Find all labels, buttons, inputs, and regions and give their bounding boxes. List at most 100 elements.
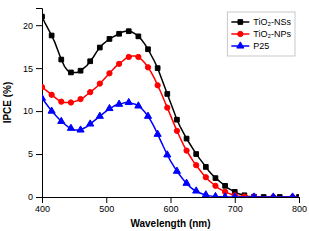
series-marker: [117, 31, 122, 36]
y-tick: 10: [23, 106, 42, 116]
y-tick-label: 15: [23, 64, 33, 74]
chart-svg: 400 500 600 700 800 0 5 10 15 20 TiO₂-NSs TiO₂-NPs P…: [0, 0, 309, 231]
series-marker: [116, 61, 121, 66]
series-marker: [194, 163, 199, 168]
series-marker: [96, 112, 103, 118]
series-marker: [212, 192, 219, 197]
y-axis-title: IPCE (%): [2, 82, 13, 124]
legend-entry: TiO₂-NSs: [231, 17, 291, 27]
x-tick: 600: [163, 197, 178, 214]
series-marker: [107, 37, 112, 42]
series-line: [42, 56, 299, 197]
series-marker: [144, 112, 151, 118]
x-tick-mark: [171, 197, 172, 203]
series-line: [42, 98, 299, 197]
legend-swatch-marker: [237, 42, 244, 48]
y-tick-mark: [36, 197, 42, 198]
x-tick-mark: [299, 197, 300, 203]
x-tick: 700: [228, 197, 243, 214]
series-marker: [59, 57, 64, 62]
series-marker: [59, 99, 64, 104]
series-marker: [165, 105, 170, 110]
legend-entry: P25: [231, 41, 269, 51]
series-marker: [88, 90, 93, 95]
series-marker: [77, 126, 84, 132]
legend-swatch-marker: [238, 31, 243, 36]
series-marker: [126, 54, 131, 59]
x-tick-mark: [106, 197, 107, 203]
series-marker: [116, 100, 123, 106]
series-marker: [49, 33, 54, 38]
series-marker: [164, 151, 171, 157]
series-marker: [289, 193, 296, 197]
series-marker: [202, 191, 209, 197]
series-marker: [42, 94, 46, 100]
series-marker: [126, 29, 131, 34]
series-marker: [49, 92, 54, 97]
series-marker: [42, 14, 44, 19]
x-axis-line: [43, 198, 300, 204]
series-marker: [231, 193, 238, 197]
x-tick-label: 600: [163, 204, 178, 214]
series-marker: [223, 183, 228, 188]
x-tick-label: 400: [35, 204, 50, 214]
series-marker: [125, 98, 132, 104]
x-tick: 500: [99, 197, 114, 214]
x-tick: 400: [35, 197, 50, 214]
series-marker: [58, 117, 65, 123]
x-tick-label: 700: [228, 204, 243, 214]
series-marker: [222, 193, 229, 197]
plot-area: 400 500 600 700 800 0 5 10 15 20 TiO₂-NSs TiO₂-NPs P…: [23, 9, 307, 215]
x-tick: 800: [292, 197, 307, 214]
legend-swatch-marker: [238, 20, 243, 25]
y-tick: 0: [28, 192, 42, 202]
y-tick-label: 5: [28, 149, 33, 159]
series-group: [42, 14, 299, 197]
legend-entry: TiO₂-NPs: [231, 29, 291, 39]
y-tick-mark: [36, 25, 42, 26]
chart-container: 400 500 600 700 800 0 5 10 15 20 TiO₂-NSs TiO₂-NPs P…: [0, 0, 309, 231]
series-marker: [270, 193, 277, 197]
series-marker: [69, 70, 74, 75]
series-marker: [175, 117, 180, 122]
series-marker: [135, 102, 142, 108]
series-group: [42, 94, 299, 197]
series-marker: [136, 54, 141, 59]
legend-label: P25: [253, 41, 269, 51]
series-marker: [184, 148, 189, 153]
y-tick-label: 10: [23, 106, 33, 116]
series-marker: [67, 124, 74, 130]
y-axis-line: [36, 9, 43, 198]
legend-label: TiO₂-NSs: [253, 17, 291, 27]
legend-box: [227, 12, 295, 56]
series-line: [42, 17, 299, 197]
y-tick-label: 0: [28, 192, 33, 202]
x-tick-label: 800: [292, 204, 307, 214]
series-marker: [68, 100, 73, 105]
series-marker: [194, 152, 199, 157]
series-marker: [213, 176, 218, 181]
series-marker: [145, 65, 150, 70]
series-marker: [203, 175, 208, 180]
series-marker: [97, 45, 102, 50]
legend: TiO₂-NSs TiO₂-NPs P25: [227, 12, 295, 56]
legend-label: TiO₂-NPs: [253, 29, 291, 39]
series-marker: [146, 47, 151, 52]
series-marker: [155, 83, 160, 88]
series-marker: [88, 59, 93, 64]
y-tick-label: 20: [23, 21, 33, 31]
x-axis: 400 500 600 700 800: [35, 197, 307, 214]
y-axis: 0 5 10 15 20: [23, 9, 43, 203]
series-marker: [203, 165, 208, 170]
series-marker: [250, 193, 257, 197]
series-marker: [107, 71, 112, 76]
y-tick-mark: [36, 111, 42, 112]
series-marker: [155, 66, 160, 71]
series-marker: [87, 120, 94, 126]
series-marker: [48, 107, 55, 113]
series-marker: [78, 96, 83, 101]
series-marker: [106, 104, 113, 110]
series-marker: [136, 34, 141, 39]
series-marker: [154, 130, 161, 136]
data-layer: [42, 14, 299, 197]
